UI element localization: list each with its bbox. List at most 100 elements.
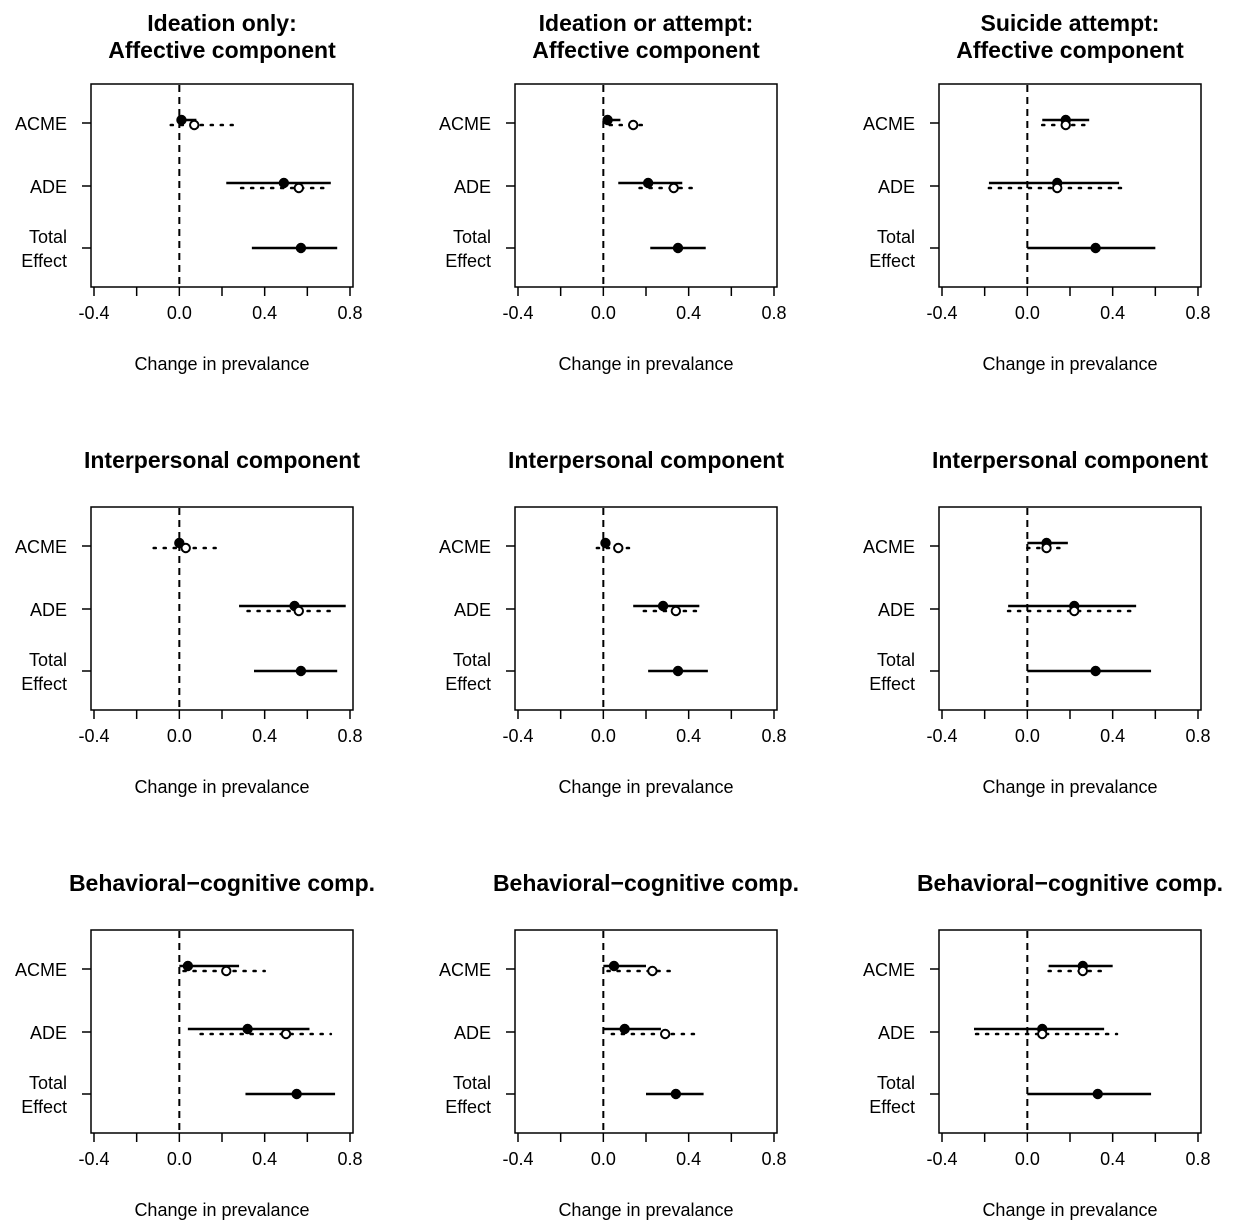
plot-frame (514, 929, 778, 1134)
open-point-ade (670, 605, 682, 617)
chart-panel-4: Interpersonal component -0.4 0.0 0.4 0.8 Chan… (15, 447, 363, 797)
panel-title: Interpersonal component (508, 447, 784, 473)
panel-title: Suicide attempt: (981, 10, 1160, 36)
x-tick-label: 0.0 (1015, 303, 1040, 323)
row-label-effect: Effect (21, 1097, 67, 1117)
row-label-total: Total (877, 650, 915, 670)
x-tick-label: 0.4 (676, 726, 701, 746)
row-label-total: Total (453, 650, 491, 670)
x-tick-label: -0.4 (926, 303, 957, 323)
x-tick-label: 0.4 (1100, 1149, 1125, 1169)
plot-frame (938, 929, 1202, 1134)
x-tick-label: -0.4 (926, 1149, 957, 1169)
row-label-effect: Effect (445, 674, 491, 694)
x-tick-label: 0.4 (676, 303, 701, 323)
x-tick-label: 0.8 (1185, 1149, 1210, 1169)
x-tick-label: 0.8 (337, 303, 362, 323)
x-axis-title: Change in prevalance (982, 777, 1157, 797)
open-point-ade (1037, 1028, 1048, 1040)
open-point-acme (1077, 965, 1089, 977)
filled-point-total-effect (670, 1088, 682, 1100)
row-label-acme: ACME (15, 114, 67, 134)
open-point-ade (293, 605, 304, 617)
row-label-total: Total (877, 1073, 915, 1093)
chart-panel-5: Interpersonal component -0.4 0.0 0.4 0.8 Chan… (439, 447, 787, 797)
plot-frame (938, 83, 1202, 288)
row-label-total: Total (29, 1073, 67, 1093)
row-label-acme: ACME (439, 114, 491, 134)
row-label-ade: ADE (454, 600, 491, 620)
x-axis-title: Change in prevalance (558, 1200, 733, 1220)
plot-frame (514, 506, 778, 711)
filled-point-total-effect (295, 242, 307, 254)
row-label-ade: ADE (878, 600, 915, 620)
open-point-ade (293, 182, 304, 194)
panel-title: Affective component (532, 37, 760, 63)
chart-panel-3: Suicide attempt:Affective component -0.4 0… (863, 10, 1211, 374)
filled-point-acme (176, 114, 187, 126)
panel-title: Ideation only: (147, 10, 297, 36)
x-tick-label: 0.8 (761, 303, 786, 323)
row-label-ade: ADE (30, 177, 67, 197)
row-label-total: Total (453, 227, 491, 247)
open-point-acme (189, 119, 200, 131)
row-label-effect: Effect (869, 674, 915, 694)
x-tick-label: 0.8 (1185, 303, 1210, 323)
open-point-acme (180, 542, 191, 554)
x-tick-label: 0.8 (1185, 726, 1210, 746)
filled-point-total-effect (1090, 242, 1101, 254)
x-tick-label: 0.4 (676, 1149, 701, 1169)
chart-panel-2: Ideation or attempt:Affective component -… (439, 10, 787, 374)
x-axis-title: Change in prevalance (134, 1200, 309, 1220)
x-tick-label: -0.4 (78, 303, 109, 323)
filled-point-ade (242, 1023, 253, 1035)
filled-point-total-effect (672, 665, 684, 677)
panel-title: Ideation or attempt: (539, 10, 754, 36)
open-point-ade (280, 1028, 292, 1040)
row-label-ade: ADE (878, 177, 915, 197)
x-tick-label: -0.4 (502, 1149, 533, 1169)
x-tick-label: -0.4 (502, 303, 533, 323)
filled-point-ade (657, 600, 669, 612)
filled-point-total-effect (1090, 665, 1101, 677)
row-label-ade: ADE (454, 1023, 491, 1043)
filled-point-total-effect (295, 665, 307, 677)
row-label-effect: Effect (445, 1097, 491, 1117)
row-label-total: Total (29, 227, 67, 247)
panel-title: Behavioral−cognitive comp. (917, 870, 1223, 896)
plot-frame (90, 506, 354, 711)
open-point-acme (647, 965, 658, 977)
row-label-effect: Effect (445, 251, 491, 271)
x-tick-label: 0.0 (591, 303, 616, 323)
x-tick-label: 0.4 (252, 726, 277, 746)
filled-point-acme (600, 537, 611, 549)
row-label-acme: ACME (863, 960, 915, 980)
chart-panel-1: Ideation only:Affective component -0.4 0.0… (15, 10, 363, 374)
row-label-ade: ADE (30, 600, 67, 620)
chart-panel-9: Behavioral−cognitive comp. -0.4 0.0 0.4 0.8 C… (863, 870, 1223, 1220)
filled-point-ade (278, 177, 290, 189)
x-tick-label: -0.4 (502, 726, 533, 746)
x-tick-label: 0.8 (761, 1149, 786, 1169)
row-label-ade: ADE (30, 1023, 67, 1043)
panel-title: Interpersonal component (84, 447, 360, 473)
x-tick-label: 0.4 (252, 303, 277, 323)
x-axis-title: Change in prevalance (558, 777, 733, 797)
open-point-ade (668, 182, 679, 194)
row-label-total: Total (877, 227, 915, 247)
x-tick-label: 0.0 (1015, 726, 1040, 746)
x-tick-label: 0.8 (761, 726, 786, 746)
x-tick-label: 0.8 (337, 1149, 362, 1169)
filled-point-acme (602, 114, 613, 126)
open-point-acme (221, 965, 232, 977)
row-label-acme: ACME (15, 960, 67, 980)
x-axis-title: Change in prevalance (134, 354, 309, 374)
filled-point-ade (642, 177, 654, 189)
x-axis-title: Change in prevalance (134, 777, 309, 797)
plot-frame (90, 83, 354, 288)
panel-title: Behavioral−cognitive comp. (493, 870, 799, 896)
panel-title: Affective component (956, 37, 1184, 63)
x-axis-title: Change in prevalance (982, 1200, 1157, 1220)
panel-title: Behavioral−cognitive comp. (69, 870, 375, 896)
